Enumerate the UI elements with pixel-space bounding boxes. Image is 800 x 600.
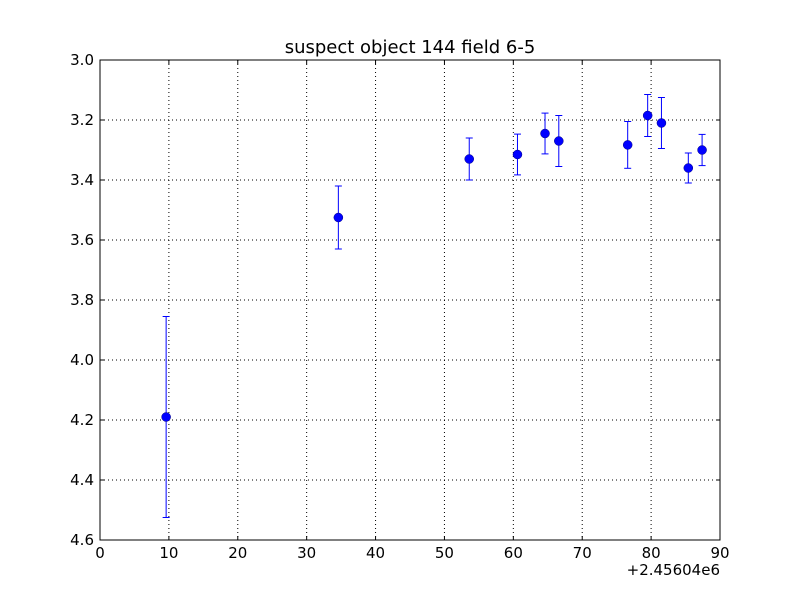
x-tick-label: 0: [95, 544, 105, 562]
data-point: [697, 145, 707, 155]
data-markers: [161, 110, 707, 422]
y-tick-label: 4.4: [70, 471, 94, 489]
x-tick-label: 50: [435, 544, 454, 562]
data-point: [683, 163, 694, 173]
y-tick-label: 3.0: [70, 51, 94, 69]
data-point: [554, 136, 564, 146]
y-tick-label: 3.4: [70, 171, 94, 189]
data-point: [161, 412, 171, 422]
x-tick-label: 90: [710, 544, 729, 562]
x-tick-label: 40: [366, 544, 385, 562]
chart-title: suspect object 144 field 6-5: [285, 37, 536, 58]
data-point: [464, 154, 474, 164]
data-point: [512, 149, 523, 160]
x-tick-label: 70: [573, 544, 592, 562]
y-tick-label: 4.6: [70, 531, 94, 549]
x-tick-label: 20: [228, 544, 247, 562]
y-tick-label: 3.2: [70, 111, 94, 129]
data-point: [540, 128, 550, 139]
x-tick-label: 60: [504, 544, 523, 562]
data-point: [333, 212, 344, 223]
data-point: [622, 140, 633, 150]
x-axis-offset-label: +2.45604e6: [627, 561, 720, 579]
data-point: [656, 118, 667, 128]
y-tick-label: 3.6: [70, 231, 94, 249]
y-tick-label: 4.2: [70, 411, 94, 429]
x-tick-label: 30: [297, 544, 316, 562]
x-tick-label: 80: [642, 544, 661, 562]
data-point: [642, 110, 653, 121]
x-tick-label: 10: [159, 544, 178, 562]
y-tick-label: 4.0: [70, 351, 94, 369]
axis-ticks: 0 10 20 30 40 50 60 70 80 90 3.0 3.2 3.4 3.6 3.8 4.0 4.2…: [70, 51, 729, 562]
y-tick-label: 3.8: [70, 291, 94, 309]
